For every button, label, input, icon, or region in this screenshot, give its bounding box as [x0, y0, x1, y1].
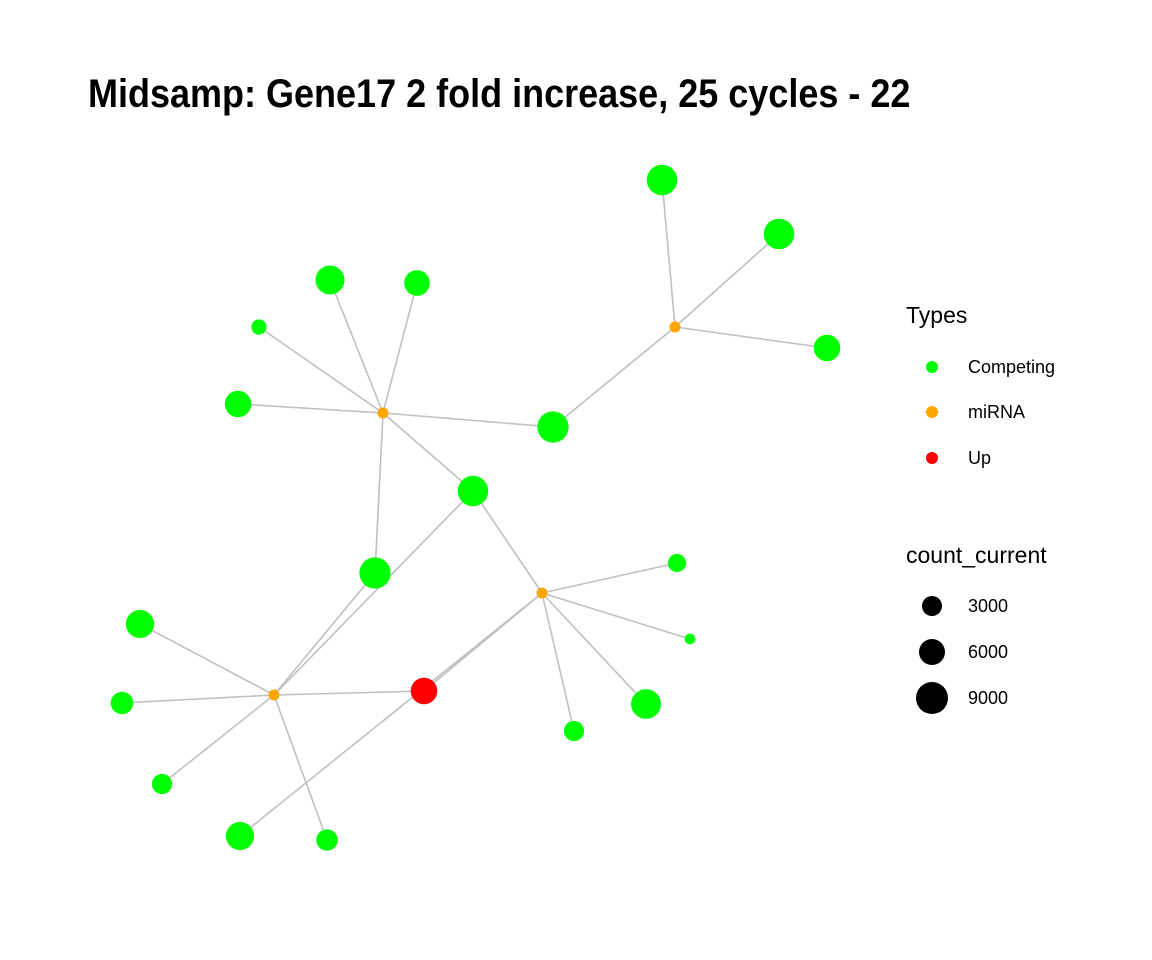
- edge-m4-hub3: [472, 490, 543, 594]
- edge-m2-c6: [258, 326, 384, 414]
- types-legend-title: Types: [906, 302, 968, 328]
- size-3000-legend-label: 3000: [968, 596, 1009, 616]
- node-layer: [110, 164, 841, 851]
- edge-m3-c9: [121, 694, 275, 704]
- legend: Types Competing miRNA Up count_current 3…: [906, 300, 1146, 730]
- edge-m3-c8: [139, 623, 275, 696]
- edge-m3-c10: [161, 694, 275, 785]
- edge-m3-hub2: [273, 572, 376, 696]
- competing-node-c7: [224, 390, 252, 418]
- size-9000-legend-label: 9000: [968, 688, 1009, 708]
- edge-m4-c14: [541, 592, 691, 640]
- edge-m2-c7: [237, 403, 384, 414]
- competing-node-c12: [225, 821, 255, 851]
- competing-node-hub2: [359, 557, 391, 589]
- edge-m4-c15: [541, 592, 647, 705]
- mirna-node-m3: [268, 689, 280, 701]
- mirna-legend-label: miRNA: [968, 402, 1025, 422]
- competing-node-c13: [667, 553, 687, 573]
- edge-m2-c5: [382, 282, 418, 414]
- competing-node-c5: [404, 270, 430, 296]
- competing-node-c14: [684, 633, 696, 645]
- competing-node-c4: [315, 265, 345, 295]
- plot-title: Midsamp: Gene17 2 fold increase, 25 cycl…: [88, 72, 911, 116]
- edge-m4-c16: [541, 592, 575, 732]
- mirna-node-m4: [536, 587, 548, 599]
- competing-node-c1: [646, 164, 678, 196]
- edge-m1-c1: [661, 179, 676, 328]
- competing-node-c10: [151, 773, 173, 795]
- edge-m3-c11: [273, 694, 328, 841]
- edge-m3-up: [273, 690, 425, 696]
- edge-layer: [121, 179, 828, 841]
- edge-m4-c13: [541, 562, 678, 594]
- size-6000-legend-key: [919, 639, 945, 665]
- competing-node-c2: [763, 218, 795, 250]
- competing-node-hub1: [537, 411, 569, 443]
- count-current-legend-title: count_current: [906, 542, 1047, 568]
- edge-m2-hub1: [382, 412, 554, 428]
- competing-legend-label: Competing: [968, 357, 1056, 377]
- mirna-legend-key: [926, 406, 938, 418]
- up-node-up: [410, 677, 438, 705]
- edge-m4-c12: [239, 592, 543, 837]
- mirna-node-m1: [669, 321, 681, 333]
- competing-node-c9: [110, 691, 134, 715]
- up-legend-key: [926, 452, 938, 464]
- size-6000-legend-label: 6000: [968, 642, 1009, 662]
- edge-m3-hub3: [273, 490, 474, 696]
- competing-node-c16: [563, 720, 585, 742]
- edge-m2-hub3: [382, 412, 474, 492]
- competing-legend-key: [926, 361, 938, 373]
- size-3000-legend-key: [922, 596, 942, 616]
- competing-node-c11: [316, 829, 338, 851]
- competing-node-c8: [125, 609, 155, 639]
- edge-m2-hub2: [374, 412, 384, 574]
- competing-node-hub3: [457, 475, 489, 507]
- up-legend-label: Up: [968, 448, 992, 468]
- competing-node-c3: [813, 334, 841, 362]
- competing-node-c15: [631, 689, 661, 719]
- edge-m1-hub1: [552, 326, 676, 428]
- mirna-node-m2: [377, 407, 389, 419]
- edge-m1-c3: [674, 326, 828, 349]
- edge-m2-c4: [329, 279, 384, 414]
- competing-node-c6: [251, 319, 267, 335]
- edge-m1-c2: [674, 233, 780, 328]
- size-9000-legend-key: [916, 682, 948, 714]
